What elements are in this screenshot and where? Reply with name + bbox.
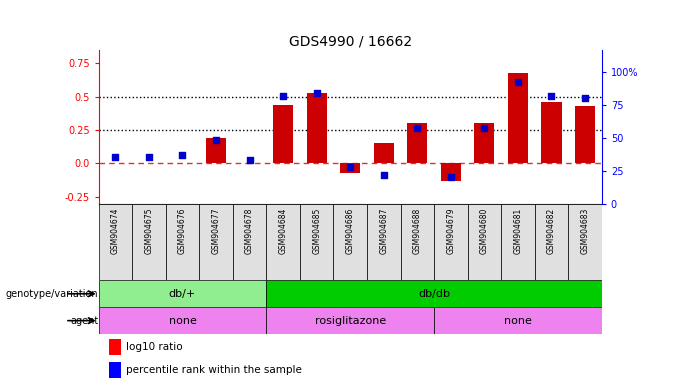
Text: agent: agent — [70, 316, 99, 326]
Bar — [407, 123, 427, 164]
Text: GSM904685: GSM904685 — [312, 207, 321, 254]
Point — [110, 154, 121, 161]
Bar — [267, 204, 300, 280]
Point — [277, 93, 288, 99]
Text: GSM904681: GSM904681 — [513, 207, 522, 253]
Bar — [273, 105, 293, 164]
Text: GSM904677: GSM904677 — [211, 207, 220, 254]
Bar — [441, 164, 461, 181]
Bar — [166, 204, 199, 280]
Text: GSM904679: GSM904679 — [446, 207, 456, 254]
Text: log10 ratio: log10 ratio — [126, 342, 183, 352]
Text: GSM904680: GSM904680 — [480, 207, 489, 254]
Bar — [508, 73, 528, 164]
Bar — [333, 204, 367, 280]
Bar — [109, 339, 121, 355]
Text: GSM904676: GSM904676 — [178, 207, 187, 254]
Bar — [99, 204, 132, 280]
Bar — [475, 123, 494, 164]
Bar — [340, 164, 360, 173]
Bar — [199, 204, 233, 280]
Point — [412, 126, 423, 132]
Bar — [132, 204, 166, 280]
Text: GSM904688: GSM904688 — [413, 207, 422, 253]
Point — [177, 152, 188, 158]
Text: GSM904675: GSM904675 — [144, 207, 154, 254]
Bar — [401, 204, 434, 280]
Bar — [267, 280, 602, 307]
Bar — [434, 204, 468, 280]
Point — [244, 157, 255, 163]
Text: GSM904683: GSM904683 — [581, 207, 590, 254]
Bar — [233, 204, 267, 280]
Text: rosiglitazone: rosiglitazone — [315, 316, 386, 326]
Point — [378, 172, 389, 178]
Point — [345, 164, 356, 170]
Bar — [468, 204, 501, 280]
Point — [445, 174, 456, 180]
Text: none: none — [169, 316, 197, 326]
Bar — [109, 362, 121, 378]
Bar — [300, 204, 333, 280]
Point — [143, 154, 154, 161]
Bar — [374, 143, 394, 164]
Bar — [307, 93, 326, 164]
Bar — [568, 204, 602, 280]
Bar — [434, 307, 602, 334]
Text: GSM904678: GSM904678 — [245, 207, 254, 254]
Text: GSM904682: GSM904682 — [547, 207, 556, 253]
Text: GSM904674: GSM904674 — [111, 207, 120, 254]
Bar — [541, 102, 562, 164]
Text: GSM904687: GSM904687 — [379, 207, 388, 254]
Bar — [534, 204, 568, 280]
Bar — [267, 307, 434, 334]
Text: genotype/variation: genotype/variation — [6, 289, 99, 299]
Point — [579, 95, 590, 101]
Text: db/db: db/db — [418, 289, 450, 299]
Bar — [206, 138, 226, 164]
Point — [479, 126, 490, 132]
Text: GSM904686: GSM904686 — [345, 207, 355, 254]
Text: db/+: db/+ — [169, 289, 196, 299]
Title: GDS4990 / 16662: GDS4990 / 16662 — [288, 35, 412, 49]
Text: GSM904684: GSM904684 — [279, 207, 288, 254]
Point — [513, 79, 524, 86]
Text: percentile rank within the sample: percentile rank within the sample — [126, 365, 302, 375]
Bar — [99, 307, 267, 334]
Bar — [99, 280, 267, 307]
Point — [546, 93, 557, 99]
Point — [311, 90, 322, 96]
Bar — [575, 106, 595, 164]
Text: none: none — [504, 316, 532, 326]
Bar — [501, 204, 534, 280]
Bar — [367, 204, 401, 280]
Point — [211, 137, 222, 143]
